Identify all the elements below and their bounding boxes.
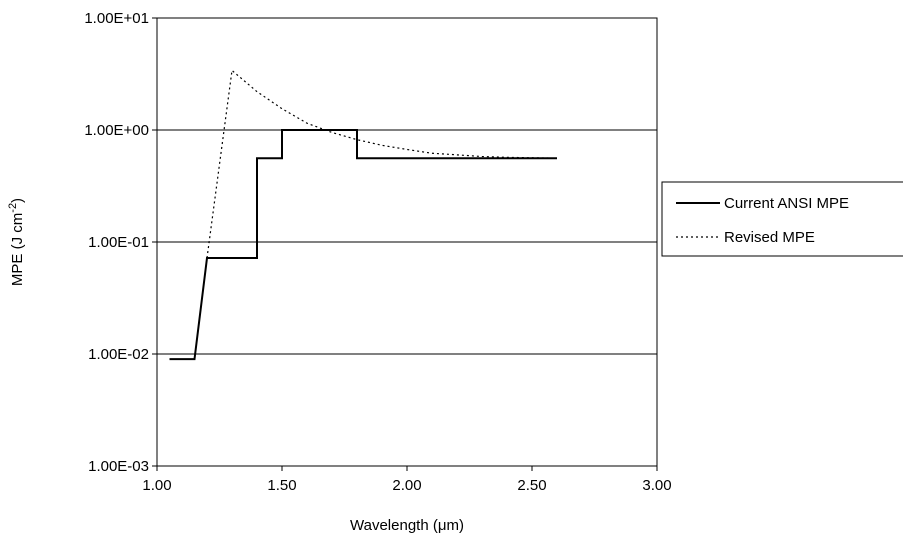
x-axis: 1.00 1.50 2.00 2.50 3.00 [142, 466, 672, 494]
y-axis-label: MPE (J cm-2) [7, 198, 26, 286]
x-tick-label-4: 3.00 [642, 477, 671, 494]
y-tick-label-4: 1.00E+01 [84, 10, 149, 27]
x-axis-label: Wavelength (μm) [350, 517, 464, 534]
y-axis: 1.00E-03 1.00E-02 1.00E-01 1.00E+00 1.00E+01 [84, 10, 157, 475]
legend-label-current-ansi-mpe: Current ANSI MPE [724, 195, 849, 212]
y-tick-label-0: 1.00E-03 [88, 458, 149, 475]
series-line-current-ansi-mpe [169, 129, 557, 361]
y-tick-label-2: 1.00E-01 [88, 234, 149, 251]
legend: Current ANSI MPE Revised MPE [661, 181, 903, 257]
series-line-revised-mpe [206, 69, 558, 259]
y-axis-label-superscript: -2 [7, 203, 19, 213]
y-tick-label-1: 1.00E-02 [88, 346, 149, 363]
y-tick-label-3: 1.00E+00 [84, 122, 149, 139]
legend-label-revised-mpe: Revised MPE [724, 229, 815, 246]
series-layer [169, 69, 558, 361]
x-tick-label-1: 1.50 [267, 477, 296, 494]
x-tick-label-2: 2.00 [392, 477, 421, 494]
x-tick-label-3: 2.50 [517, 477, 546, 494]
x-tick-label-0: 1.00 [142, 477, 171, 494]
legend-box [661, 181, 903, 257]
gridlines [157, 17, 657, 467]
